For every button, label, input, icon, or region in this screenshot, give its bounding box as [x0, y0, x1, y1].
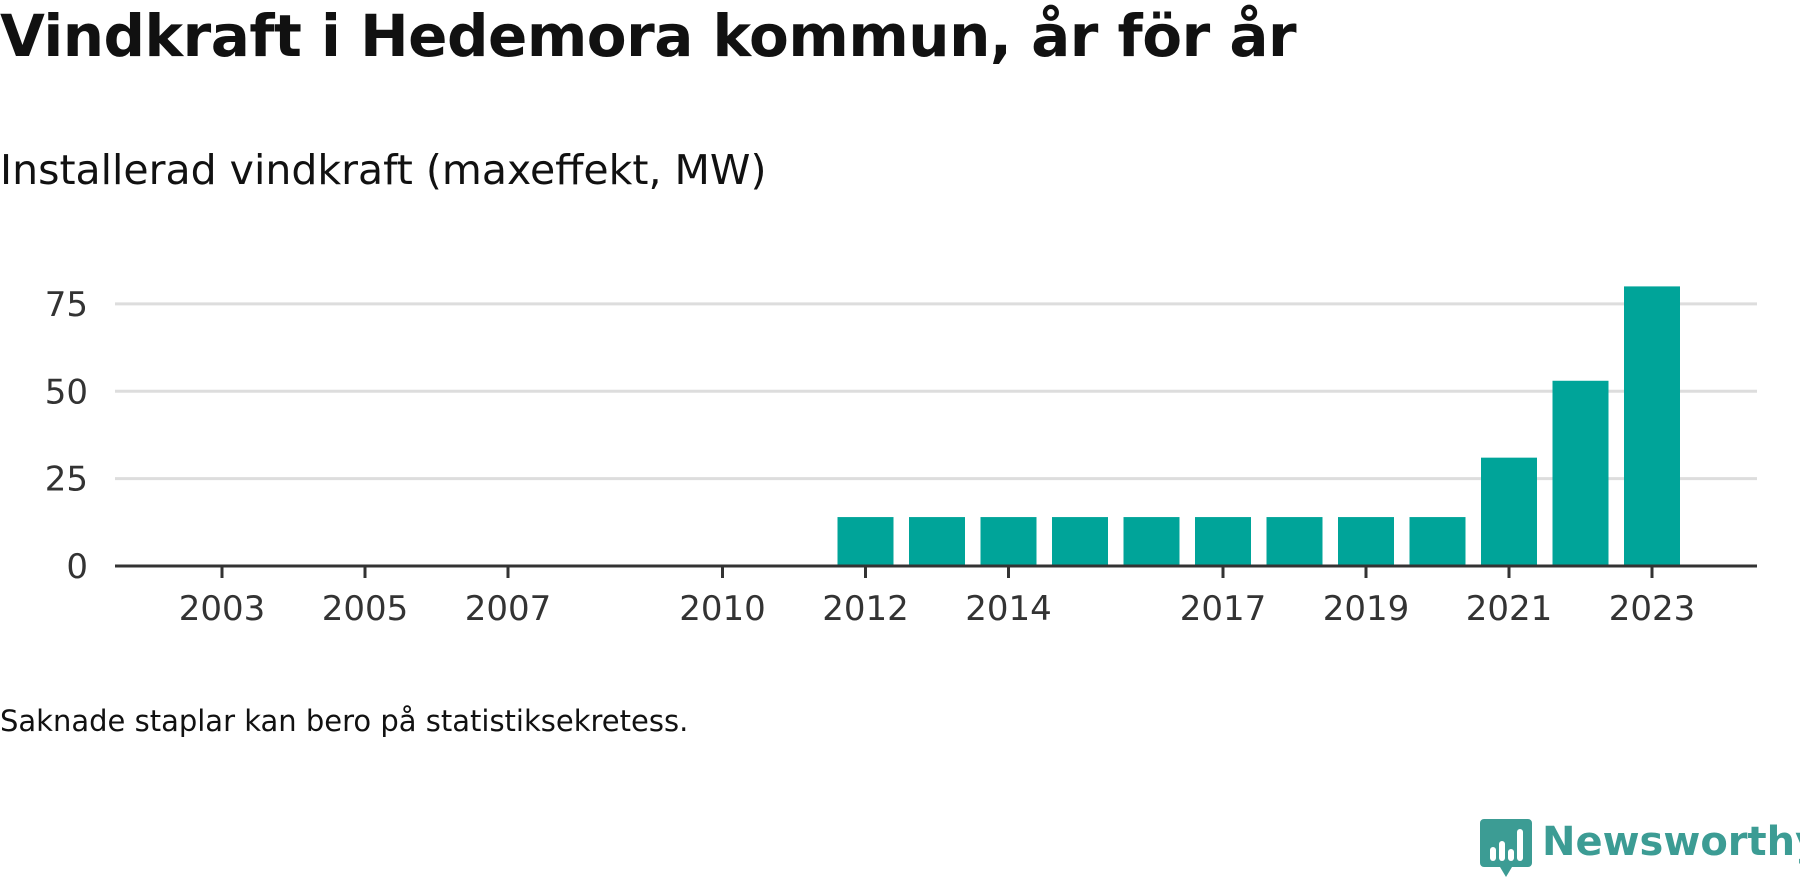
- y-tick-label: 50: [45, 372, 88, 412]
- y-tick-label: 0: [66, 547, 88, 587]
- x-tick-label: 2012: [822, 589, 909, 629]
- x-tick-label: 2017: [1180, 589, 1267, 629]
- newsworthy-logo-icon: [1480, 819, 1532, 877]
- bars: [837, 286, 1680, 566]
- bar-2014: [980, 517, 1037, 566]
- bar-2021: [1481, 457, 1537, 566]
- x-tick-label: 2019: [1323, 589, 1410, 629]
- y-axis-ticks: 0 25 50 75: [45, 285, 88, 587]
- bar-2017: [1195, 517, 1251, 566]
- bar-2020: [1409, 517, 1466, 566]
- x-tick-label: 2014: [965, 589, 1052, 629]
- x-axis-ticks: 2003 2005 2007 2010 2012 2014 2017 2019 2021 2023: [179, 566, 1696, 629]
- bar-2018: [1266, 517, 1323, 566]
- bar-2012: [837, 517, 894, 566]
- bar-chart: 0 25 50 75 2003 2005 2007 2010 2012 2014 2017 2019…: [45, 285, 1757, 629]
- x-tick-label: 2023: [1609, 589, 1696, 629]
- grid-lines: [115, 302, 1757, 481]
- bar-2015: [1052, 517, 1108, 566]
- brand-name: Newsworthy: [1542, 819, 1800, 865]
- bar-2019: [1338, 517, 1394, 566]
- bar-2022: [1552, 380, 1609, 566]
- chart-title: Vindkraft i Hedemora kommun, år för år: [0, 2, 1297, 70]
- bar-2013: [909, 517, 965, 566]
- chart-subtitle: Installerad vindkraft (maxeffekt, MW): [0, 146, 767, 194]
- newsworthy-logo[interactable]: Newsworthy: [1476, 819, 1800, 879]
- y-tick-label: 75: [45, 285, 88, 325]
- x-tick-label: 2003: [179, 589, 266, 629]
- footnote: Saknade staplar kan bero på statistiksek…: [0, 704, 689, 738]
- x-tick-label: 2021: [1466, 589, 1553, 629]
- x-tick-label: 2005: [322, 589, 409, 629]
- bar-2023: [1624, 286, 1680, 566]
- x-tick-label: 2010: [679, 589, 766, 629]
- y-tick-label: 25: [45, 460, 88, 500]
- x-tick-label: 2007: [465, 589, 552, 629]
- bar-2016: [1123, 517, 1180, 566]
